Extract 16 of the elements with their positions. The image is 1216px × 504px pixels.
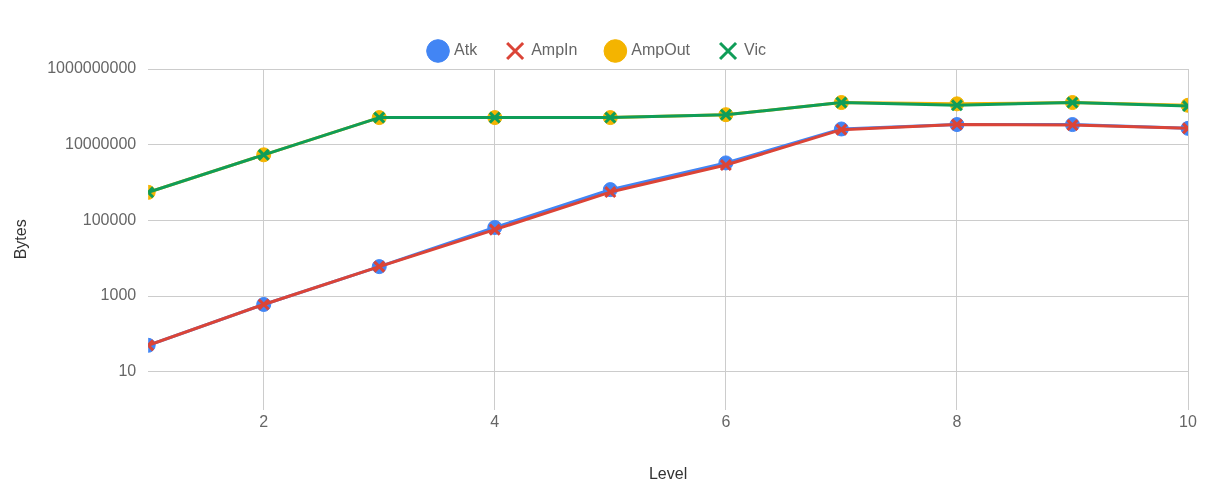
x-tick-label: 8 (952, 412, 962, 430)
legend-label: Atk (454, 41, 479, 59)
x-tick-label: 10 (1179, 412, 1197, 430)
y-tick-label: 1000000000 (47, 59, 137, 77)
x-tick-label: 6 (721, 412, 731, 430)
y-axis-title: Bytes (12, 219, 30, 260)
x-tick-label: 4 (490, 412, 500, 430)
legend-label: AmpIn (531, 41, 578, 59)
y-tick-label: 100000 (82, 210, 137, 228)
legend-label: AmpOut (631, 41, 691, 59)
x-axis-title: Level (648, 464, 688, 482)
y-tick-label: 10000000 (65, 135, 137, 153)
legend-label: Vic (744, 41, 766, 59)
y-tick-label: 1000 (100, 286, 137, 304)
y-tick-label: 10 (118, 362, 137, 380)
x-tick-label: 2 (259, 412, 269, 430)
